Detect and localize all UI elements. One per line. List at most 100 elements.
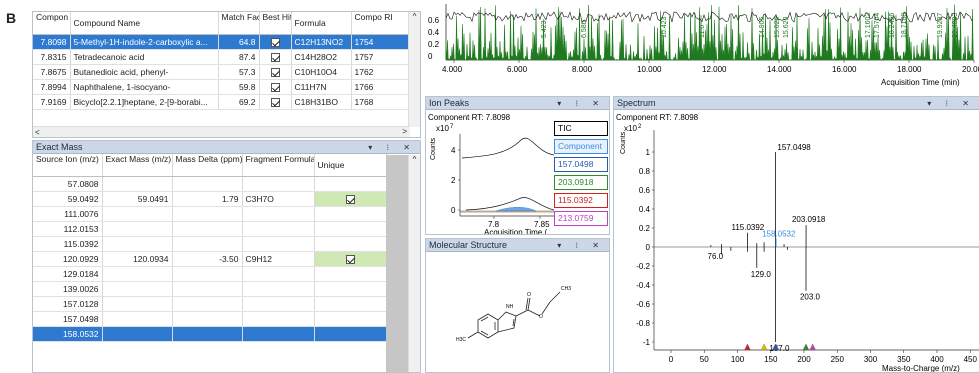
- ion-legend-item[interactable]: 213.0759: [554, 211, 608, 226]
- cell-ri: 1768: [351, 94, 410, 110]
- exact-mass-row[interactable]: 112.0153: [33, 221, 387, 237]
- compound-table-hscroll[interactable]: < >: [33, 126, 410, 137]
- spectrum-title-bar: Spectrum ▾ ⁝ ✕: [614, 97, 979, 110]
- tic-peak-label: 14.905: [759, 16, 766, 38]
- exact-mass-row[interactable]: 57.0808: [33, 176, 387, 192]
- col-header-exact-mass[interactable]: Exact Mass (m/z): [102, 154, 173, 177]
- exact-mass-row[interactable]: 129.0184: [33, 266, 387, 282]
- cell-formula: [242, 296, 315, 312]
- ion-legend-item[interactable]: 115.0392: [554, 193, 608, 208]
- ion-peaks-panel-controls[interactable]: ▾ ⁝ ✕: [557, 99, 605, 108]
- tic-x-tick-label: 18.000: [897, 65, 922, 74]
- spectrum-y-tick-label: 1: [646, 148, 651, 157]
- exact-mass-row[interactable]: 115.0392: [33, 236, 387, 252]
- unique-checkbox[interactable]: [345, 194, 355, 204]
- spectrum-ion-marker[interactable]: [802, 343, 810, 351]
- col-header-match-factor[interactable]: Match Factor: [218, 12, 260, 35]
- spectrum-peak-label: 203.0: [800, 293, 821, 302]
- spectrum-svg: Component RT: 7.8098 x10 2 Counts 1 0.8 0.6 0.4…: [616, 113, 979, 372]
- spectrum-ion-marker[interactable]: [744, 343, 751, 351]
- col-header-unique[interactable]: Unique: [314, 154, 387, 177]
- cell-unique: [314, 296, 387, 312]
- best-hit-checkbox[interactable]: [270, 37, 280, 47]
- tic-plot-svg: 0.6 0.4 0.2 0 4.000 6.000 8.000 10.000 12.000 14.…: [428, 4, 979, 87]
- exact-mass-row[interactable]: 120.0929 120.0934 -3.50 C9H12: [33, 251, 387, 267]
- col-header-mass-delta[interactable]: Mass Delta (ppm): [172, 154, 243, 177]
- compound-table-vscroll[interactable]: ^: [408, 12, 420, 127]
- exact-mass-row[interactable]: 111.0076: [33, 206, 387, 222]
- spectrum-y-tick-label: -0.6: [636, 300, 650, 309]
- col-header-source-ion[interactable]: Source Ion (m/z): [33, 154, 103, 177]
- cell-name: Tetradecanoic acid: [70, 49, 219, 65]
- ion-peaks-y-tick-label: 4: [451, 146, 456, 155]
- cell-formula: [242, 311, 315, 327]
- unique-checkbox[interactable]: [345, 254, 355, 264]
- cell-unique: [314, 176, 387, 192]
- ion-legend-item[interactable]: 203.0918: [554, 175, 608, 190]
- ion-peaks-panel: Ion Peaks ▾ ⁝ ✕ Component RT: 7.8098 x10 7…: [425, 96, 610, 235]
- ion-peaks-y-exp: 7: [450, 124, 454, 130]
- spectrum-ion-marker[interactable]: [809, 343, 816, 351]
- ion-peaks-x-axis-label: Acquisition Time (...: [484, 228, 554, 234]
- tic-peak-label: 18.7188: [901, 13, 908, 38]
- cell-formula: C9H12: [242, 251, 315, 267]
- compound-row[interactable]: 7.8994 Naphthalene, 1-isocyano- 59.8 C11H7N…: [33, 79, 410, 95]
- exact-mass-row[interactable]: 158.0532: [33, 326, 387, 342]
- cell-delta: [172, 236, 243, 252]
- col-header-compound-name[interactable]: Compound Name: [70, 12, 219, 35]
- ion-peaks-y-axis-label: Counts: [430, 137, 437, 160]
- exact-mass-row[interactable]: 157.0128: [33, 296, 387, 312]
- cell-match: 64.8: [218, 34, 260, 50]
- col-header-fragment-formula[interactable]: Fragment Formula: [242, 154, 315, 177]
- cell-exact: [102, 281, 173, 297]
- best-hit-checkbox[interactable]: [270, 52, 280, 62]
- col-header-best-hit[interactable]: Best Hit: [259, 12, 292, 35]
- tic-peak-label: 10.423: [661, 16, 668, 38]
- best-hit-checkbox[interactable]: [270, 82, 280, 92]
- compound-row[interactable]: 7.9169 Bicyclo[2.2.1]heptane, 2-[9-borabi…: [33, 94, 410, 110]
- spectrum-ion-marker[interactable]: [760, 343, 768, 351]
- spectrum-x-tick-label: 50: [700, 355, 709, 364]
- spectrum-y-tick-label: 0.6: [639, 186, 651, 195]
- exact-mass-vscroll[interactable]: ^: [408, 155, 420, 372]
- compound-row[interactable]: 7.8675 Butanedioic acid, phenyl- 57.3 C10H1…: [33, 64, 410, 80]
- spectrum-y-axis-label: Counts: [620, 131, 627, 154]
- best-hit-checkbox[interactable]: [270, 67, 280, 77]
- col-header-formula[interactable]: Formula: [291, 12, 352, 35]
- ion-legend-item[interactable]: Component: [554, 139, 608, 154]
- cell-unique: [314, 251, 387, 267]
- spectrum-y-exp: 2: [638, 124, 642, 130]
- atom-ch3: CH3: [561, 286, 571, 292]
- spectrum-x-tick-label: 200: [797, 355, 811, 364]
- col-header-ri[interactable]: Compo RI: [351, 12, 410, 35]
- exact-mass-row[interactable]: 157.0498: [33, 311, 387, 327]
- cell-exact: [102, 176, 173, 192]
- cell-delta: [172, 296, 243, 312]
- exact-mass-panel-controls[interactable]: ▾ ⁝ ✕: [368, 143, 416, 152]
- tic-component-peaks: [445, 4, 974, 62]
- col-header-rt[interactable]: Compon RT: [33, 12, 71, 35]
- cell-name: Butanedioic acid, phenyl-: [70, 64, 219, 80]
- best-hit-checkbox[interactable]: [270, 97, 280, 107]
- tic-x-tick-label: 6.000: [507, 65, 528, 74]
- cell-match: 59.8: [218, 79, 260, 95]
- molecule-panel-controls[interactable]: ▾ ⁝ ✕: [557, 241, 605, 250]
- cell-unique: [314, 191, 387, 207]
- cell-formula: [242, 206, 315, 222]
- compound-row[interactable]: 7.8098 5-Methyl-1H-indole-2-carboxylic a.…: [33, 34, 410, 50]
- ion-legend-item[interactable]: TIC: [554, 121, 608, 136]
- ion-peaks-y-tick-label: 0: [451, 206, 456, 215]
- spectrum-ion-marker[interactable]: [772, 343, 779, 351]
- exact-mass-row[interactable]: 59.0492 59.0491 1.79 C3H7O: [33, 191, 387, 207]
- spectrum-panel-controls[interactable]: ▾ ⁝ ✕: [927, 99, 975, 108]
- cell-ion: 157.0498: [33, 311, 103, 327]
- ion-legend-item[interactable]: 157.0498: [554, 157, 608, 172]
- cell-formula: C18H31BO: [291, 94, 352, 110]
- spectrum-peak-label: 203.0918: [792, 215, 826, 224]
- exact-mass-row[interactable]: 139.0026: [33, 281, 387, 297]
- spectrum-peak-label: 158.0532: [762, 229, 796, 238]
- compound-row[interactable]: 7.8315 Tetradecanoic acid 87.4 C14H28O2 1757: [33, 49, 410, 65]
- tic-y-tick-label: 0.4: [428, 28, 440, 37]
- cell-exact: [102, 206, 173, 222]
- spectrum-peak-label: 157.0: [769, 344, 790, 353]
